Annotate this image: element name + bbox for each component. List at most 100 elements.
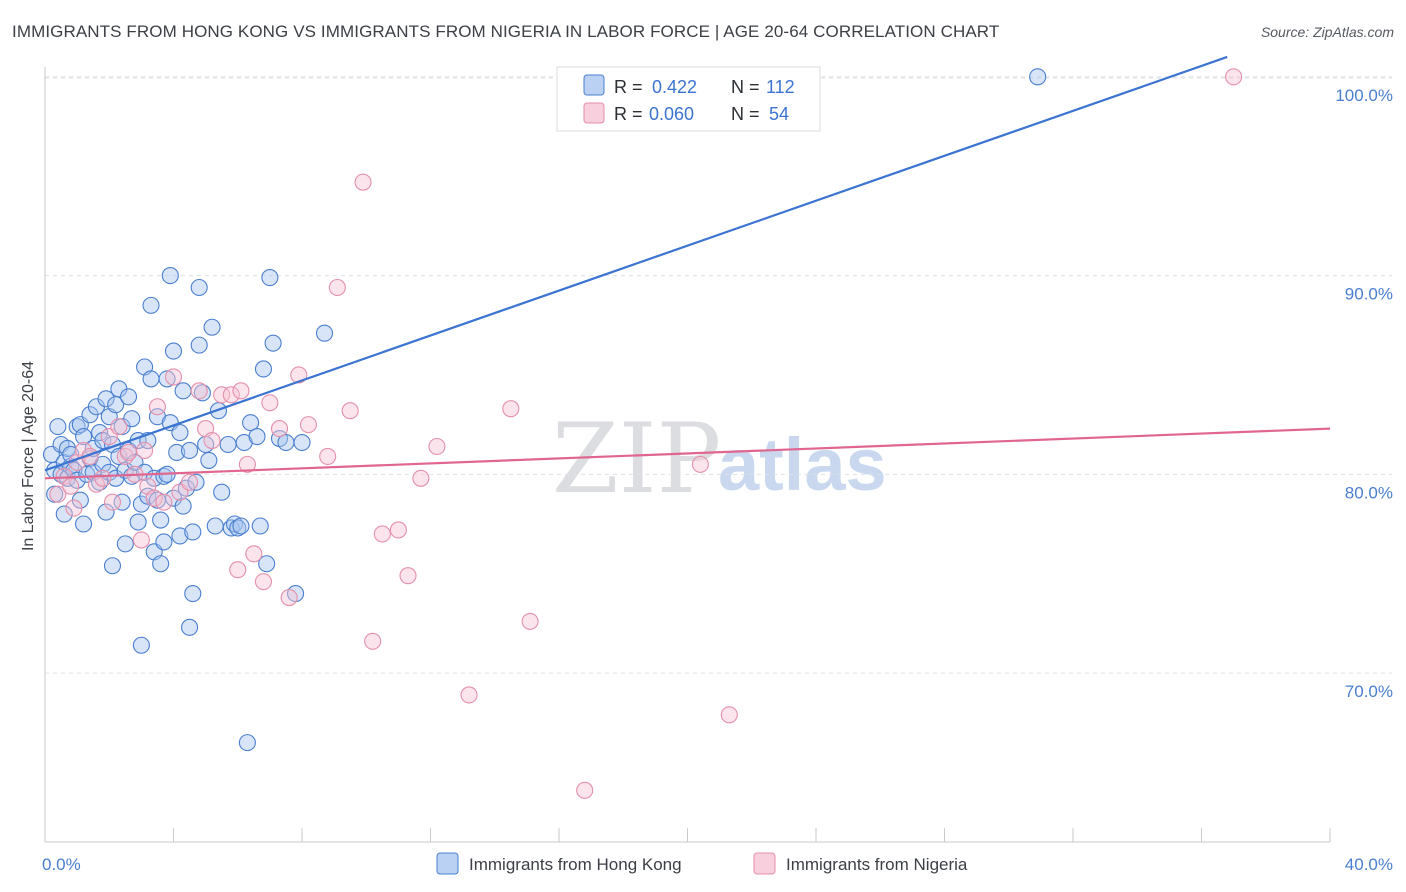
- point-hong-kong: [258, 555, 276, 573]
- point-hong-kong: [254, 360, 273, 378]
- point-nigeria: [110, 418, 128, 436]
- point-nigeria: [299, 416, 317, 434]
- point-hong-kong: [315, 324, 334, 342]
- point-hong-kong: [206, 517, 224, 535]
- point-nigeria: [521, 612, 539, 630]
- legend-label-nigeria: Immigrants from Nigeria: [786, 855, 968, 874]
- point-nigeria: [181, 473, 199, 491]
- series-nigeria-points: [49, 68, 1243, 799]
- point-hong-kong: [49, 418, 67, 436]
- legend-label-hong-kong: Immigrants from Hong Kong: [469, 855, 682, 874]
- point-nigeria: [1225, 68, 1243, 86]
- stat-n-label-hong-kong: N =: [731, 77, 760, 97]
- stat-n-value-hong-kong: 112: [766, 77, 795, 97]
- point-nigeria: [103, 493, 122, 511]
- point-nigeria: [145, 489, 163, 507]
- stat-r-label-hong-kong: R =: [614, 77, 643, 97]
- point-hong-kong: [174, 497, 192, 515]
- legend-swatch-hong-kong: [436, 852, 459, 875]
- point-nigeria: [245, 545, 263, 563]
- point-hong-kong: [187, 473, 205, 491]
- point-nigeria: [203, 431, 221, 450]
- y-axis-title: In Labor Force | Age 20-64: [20, 361, 37, 551]
- point-nigeria: [136, 441, 154, 460]
- point-nigeria: [62, 477, 80, 495]
- point-hong-kong: [168, 443, 186, 462]
- point-nigeria: [270, 420, 289, 438]
- point-hong-kong: [139, 487, 157, 505]
- point-nigeria: [290, 366, 308, 384]
- point-nigeria: [373, 525, 391, 543]
- point-hong-kong: [55, 505, 73, 523]
- y-tick-labels: 70.0% 80.0% 90.0% 100.0%: [1335, 86, 1393, 701]
- point-nigeria: [354, 173, 372, 191]
- point-nigeria: [576, 781, 594, 799]
- x-tick-labels: 0.0% 40.0%: [42, 855, 1393, 874]
- point-nigeria: [341, 402, 359, 420]
- point-nigeria: [328, 278, 346, 297]
- point-hong-kong: [248, 427, 266, 446]
- point-nigeria: [222, 386, 240, 404]
- point-hong-kong: [123, 410, 141, 428]
- point-hong-kong: [110, 447, 128, 465]
- point-nigeria: [428, 437, 446, 456]
- point-hong-kong: [113, 493, 131, 511]
- point-hong-kong: [213, 483, 231, 501]
- point-nigeria: [389, 521, 407, 539]
- point-hong-kong: [184, 585, 202, 603]
- series-hong-kong-points: [42, 68, 1047, 752]
- stat-r-label-nigeria: R =: [614, 104, 643, 124]
- point-nigeria: [213, 386, 231, 404]
- gridlines: [45, 76, 1392, 674]
- trend-lines: [44, 55, 1331, 480]
- point-hong-kong: [152, 555, 170, 573]
- watermark-atlas: atlas: [718, 423, 887, 506]
- point-hong-kong: [200, 451, 218, 469]
- point-hong-kong: [142, 296, 160, 314]
- x-tick-label-right: 40.0%: [1345, 855, 1393, 874]
- stat-r-value-hong-kong: 0.422: [652, 77, 697, 97]
- y-tick-label: 100.0%: [1335, 86, 1393, 105]
- point-hong-kong: [116, 535, 134, 553]
- point-hong-kong: [152, 511, 170, 529]
- point-hong-kong: [203, 318, 221, 336]
- point-nigeria: [319, 447, 337, 465]
- point-hong-kong: [238, 734, 256, 752]
- point-hong-kong: [264, 334, 282, 352]
- point-nigeria: [691, 455, 709, 473]
- watermark-zip: ZIP: [552, 403, 721, 515]
- point-hong-kong: [261, 268, 279, 287]
- point-nigeria: [65, 499, 83, 517]
- point-hong-kong: [171, 527, 189, 545]
- point-hong-kong: [103, 557, 122, 575]
- point-hong-kong: [181, 618, 199, 636]
- point-nigeria: [502, 400, 520, 418]
- point-nigeria: [232, 382, 250, 400]
- point-nigeria: [155, 493, 173, 511]
- point-nigeria: [164, 368, 183, 386]
- point-hong-kong: [97, 503, 115, 521]
- point-hong-kong: [232, 517, 250, 535]
- point-nigeria: [460, 686, 478, 704]
- point-hong-kong: [155, 533, 173, 551]
- stat-n-value-nigeria: 54: [769, 104, 789, 124]
- chart-title: IMMIGRANTS FROM HONG KONG VS IMMIGRANTS …: [12, 22, 1000, 41]
- point-nigeria: [238, 455, 256, 473]
- trend-line-hong-kong: [44, 55, 1228, 472]
- point-nigeria: [261, 394, 279, 412]
- source-credit: Source: ZipAtlas.com: [1260, 24, 1394, 40]
- point-hong-kong: [158, 370, 176, 388]
- stat-n-label-nigeria: N =: [731, 104, 760, 124]
- trend-line-nigeria: [44, 427, 1331, 480]
- point-hong-kong: [242, 414, 260, 432]
- point-nigeria: [280, 588, 298, 607]
- point-nigeria: [94, 469, 112, 487]
- point-nigeria: [720, 706, 738, 724]
- point-hong-kong: [161, 267, 179, 285]
- point-hong-kong: [171, 424, 189, 442]
- point-hong-kong: [164, 342, 183, 360]
- watermark: ZIP atlas: [552, 403, 887, 515]
- point-hong-kong: [181, 441, 199, 460]
- x-tick-label-left: 0.0%: [42, 855, 81, 874]
